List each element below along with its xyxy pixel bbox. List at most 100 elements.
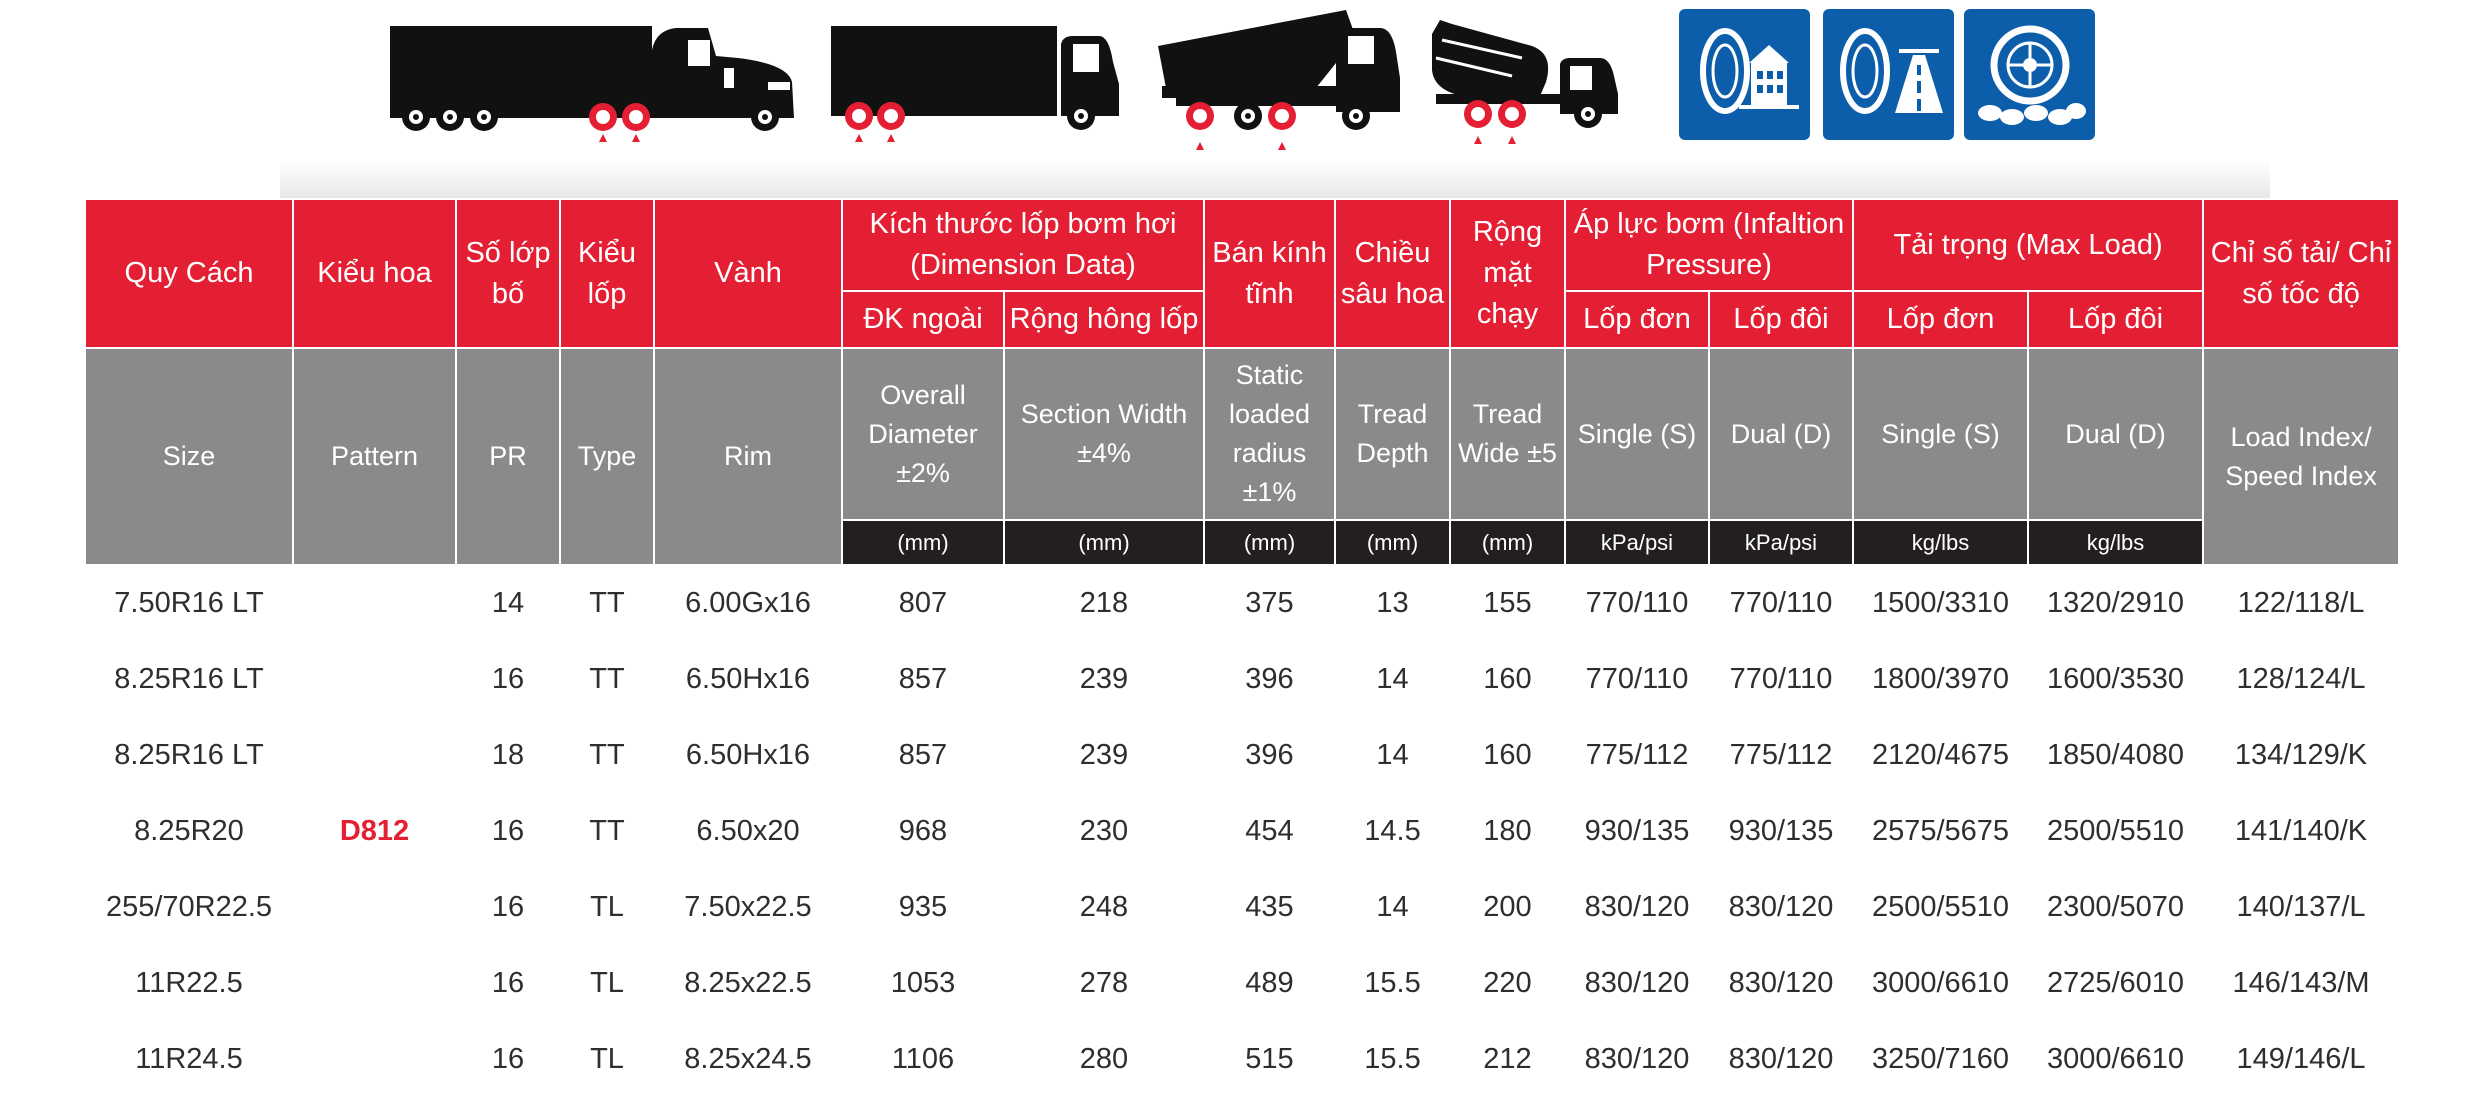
header-index-en: Load Index/ Speed Index <box>2202 347 2401 566</box>
header-pr-en: PR <box>455 347 561 566</box>
header-pressure-single-vn: Lốp đơn <box>1564 290 1710 349</box>
cell-pressure-dual: 930/135 <box>1707 792 1855 870</box>
semi-truck-icon <box>390 26 794 142</box>
cell-pressure-dual: 770/110 <box>1707 564 1855 642</box>
cell-overall-diameter: 935 <box>841 868 1005 946</box>
cell-size: 8.25R16 LT <box>84 640 294 718</box>
cell-size: 8.25R16 LT <box>84 716 294 794</box>
cell-overall-diameter: 968 <box>841 792 1005 870</box>
table-body: 7.50R16 LT D812 14 TT 6.00Gx16 807 218 375 13 155… <box>84 564 2401 1094</box>
header-size-en: Size <box>84 347 294 566</box>
header-pattern-vn: Kiểu hoa <box>292 198 457 349</box>
header-type-vn: Kiểu lốp <box>559 198 655 349</box>
cell-overall-diameter: 1053 <box>841 944 1005 1022</box>
table-row: 8.25R20 16 TT 6.50x20 968 230 454 14.5 180 930/13… <box>84 792 2401 870</box>
cell-section-width: 278 <box>1003 944 1205 1022</box>
cell-pressure-single: 775/112 <box>1564 716 1710 794</box>
header-pressure-dual-vn: Lốp đôi <box>1707 290 1855 349</box>
cell-type: TL <box>559 868 655 946</box>
cell-load-speed-index: 141/140/K <box>2202 792 2401 870</box>
table-row: 8.25R16 LT 16 TT 6.50Hx16 857 239 396 14 160 770/… <box>84 640 2401 718</box>
header-section-width-en: Section Width ±4% <box>1003 347 1205 521</box>
header-tread-depth-vn: Chiều sâu hoa <box>1334 198 1451 349</box>
cell-tread-depth: 14.5 <box>1334 792 1451 870</box>
box-truck-icon <box>831 26 1119 142</box>
header-type-en: Type <box>559 347 655 566</box>
cell-static-radius: 454 <box>1203 792 1336 870</box>
cell-static-radius: 396 <box>1203 716 1336 794</box>
header-tread-depth-en: Tread Depth <box>1334 347 1451 521</box>
dump-truck-icon <box>1158 10 1400 150</box>
cell-rim: 6.50Hx16 <box>653 640 843 718</box>
header-tread-wide-vn: Rộng mặt chạy <box>1449 198 1566 349</box>
cell-load-speed-index: 128/124/L <box>2202 640 2401 718</box>
cell-tread-depth: 13 <box>1334 564 1451 642</box>
header-static-radius-en: Static loaded radius ±1% <box>1203 347 1336 521</box>
header-tread-wide-en: Tread Wide ±5 <box>1449 347 1566 521</box>
unit-section-width: (mm) <box>1003 519 1205 566</box>
cell-load-single: 1500/3310 <box>1852 564 2030 642</box>
cell-rim: 6.50Hx16 <box>653 716 843 794</box>
header-row-vn-sub: ĐK ngoài Rộng hông lốp Lốp đơn Lốp đôi L… <box>85 290 2399 349</box>
table-row: 7.50R16 LT D812 14 TT 6.00Gx16 807 218 375 13 155… <box>84 564 2401 1094</box>
header-dimension-vn: Kích thước lốp bơm hơi (Dimension Data) <box>841 198 1205 292</box>
header-pattern-en: Pattern <box>292 347 457 566</box>
cell-section-width: 239 <box>1003 640 1205 718</box>
table-row: 255/70R22.5 16 TL 7.50x22.5 935 248 435 14 200 83… <box>84 868 2401 946</box>
cell-overall-diameter: 857 <box>841 640 1005 718</box>
cell-load-dual: 1850/4080 <box>2027 716 2205 794</box>
cell-overall-diameter: 857 <box>841 716 1005 794</box>
cell-size: 11R24.5 <box>84 1020 294 1094</box>
cell-static-radius: 435 <box>1203 868 1336 946</box>
cell-tread-wide: 220 <box>1449 944 1566 1022</box>
header-row-en: Size Pattern PR Type Rim Overall Diamete… <box>84 347 2401 566</box>
cell-static-radius: 396 <box>1203 640 1336 718</box>
cell-load-dual: 1600/3530 <box>2027 640 2205 718</box>
cell-type: TT <box>559 792 655 870</box>
header-overall-diameter-vn: ĐK ngoài <box>841 290 1005 349</box>
cell-size: 11R22.5 <box>84 944 294 1022</box>
tire-offroad-icon <box>1964 9 2095 140</box>
cell-load-dual: 2300/5070 <box>2027 868 2205 946</box>
header-row-units: (mm) (mm) (mm) (mm) (mm) kPa/psi kPa/psi… <box>85 519 2399 566</box>
cell-rim: 6.00Gx16 <box>653 564 843 642</box>
header-pressure-single-en: Single (S) <box>1564 347 1710 521</box>
cell-tread-depth: 14 <box>1334 868 1451 946</box>
cell-load-single: 3000/6610 <box>1852 944 2030 1022</box>
cell-rim: 7.50x22.5 <box>653 868 843 946</box>
cell-tread-wide: 180 <box>1449 792 1566 870</box>
cell-load-single: 3250/7160 <box>1852 1020 2030 1094</box>
unit-load-single: kg/lbs <box>1852 519 2030 566</box>
cell-rim: 8.25x22.5 <box>653 944 843 1022</box>
header-rim-en: Rim <box>653 347 843 566</box>
tire-spec-table: Quy Cách Kiểu hoa Số lớp bố Kiểu lốp Vàn… <box>84 198 2401 1094</box>
cell-overall-diameter: 807 <box>841 564 1005 642</box>
cell-load-speed-index: 122/118/L <box>2202 564 2401 642</box>
cell-tread-depth: 15.5 <box>1334 1020 1451 1094</box>
cell-pr: 18 <box>455 716 561 794</box>
cell-pressure-single: 830/120 <box>1564 1020 1710 1094</box>
cell-tread-depth: 15.5 <box>1334 944 1451 1022</box>
cell-section-width: 248 <box>1003 868 1205 946</box>
cell-load-speed-index: 149/146/L <box>2202 1020 2401 1094</box>
unit-load-dual: kg/lbs <box>2027 519 2205 566</box>
table-row: 11R24.5 16 TL 8.25x24.5 1106 280 515 15.5 212 830… <box>84 1020 2401 1094</box>
unit-tread-wide: (mm) <box>1449 519 1566 566</box>
cell-load-speed-index: 146/143/M <box>2202 944 2401 1022</box>
cell-tread-wide: 155 <box>1449 564 1566 642</box>
header-static-radius-vn: Bán kính tĩnh <box>1203 198 1336 349</box>
cell-tread-wide: 200 <box>1449 868 1566 946</box>
cell-pressure-single: 770/110 <box>1564 640 1710 718</box>
cell-load-speed-index: 140/137/L <box>2202 868 2401 946</box>
cell-type: TT <box>559 640 655 718</box>
cell-type: TL <box>559 1020 655 1094</box>
unit-pressure-single: kPa/psi <box>1564 519 1710 566</box>
cell-tread-depth: 14 <box>1334 716 1451 794</box>
cell-tread-depth: 14 <box>1334 640 1451 718</box>
header-row-vn: Quy Cách Kiểu hoa Số lớp bố Kiểu lốp Vàn… <box>84 198 2401 349</box>
cell-section-width: 218 <box>1003 564 1205 642</box>
cell-size: 8.25R20 <box>84 792 294 870</box>
cell-pr: 16 <box>455 944 561 1022</box>
header-section-width-vn: Rộng hông lốp <box>1003 290 1205 349</box>
cell-pressure-single: 770/110 <box>1564 564 1710 642</box>
